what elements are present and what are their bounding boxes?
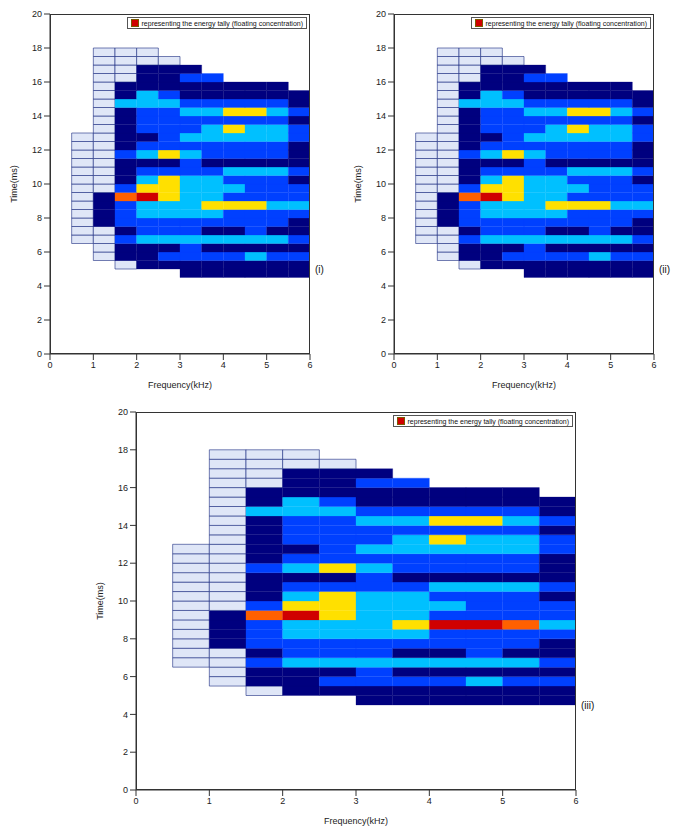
svg-text:4: 4 <box>565 360 570 370</box>
svg-text:16: 16 <box>376 77 386 87</box>
svg-text:0: 0 <box>123 785 128 795</box>
svg-text:1: 1 <box>207 796 212 806</box>
svg-text:0: 0 <box>37 349 42 359</box>
svg-text:12: 12 <box>118 558 128 568</box>
svg-text:6: 6 <box>37 247 42 257</box>
svg-text:Frequency(kHz): Frequency(kHz) <box>148 380 212 390</box>
svg-text:3: 3 <box>353 796 358 806</box>
svg-text:10: 10 <box>118 596 128 606</box>
svg-text:0: 0 <box>47 360 52 370</box>
html-text:representing the energy tally: representing the energy tally (floating … <box>141 19 303 27</box>
svg-text:6: 6 <box>651 360 656 370</box>
svg-text:Frequency(kHz): Frequency(kHz) <box>492 380 556 390</box>
html-text:(i): (i) <box>315 264 324 275</box>
svg-text:Frequency(kHz): Frequency(kHz) <box>324 816 388 826</box>
html-text:(iii): (iii) <box>581 700 595 711</box>
svg-text:2: 2 <box>280 796 285 806</box>
svg-text:0: 0 <box>381 349 386 359</box>
svg-text:18: 18 <box>32 43 42 53</box>
svg-text:18: 18 <box>376 43 386 53</box>
svg-text:1: 1 <box>91 360 96 370</box>
svg-text:2: 2 <box>478 360 483 370</box>
svg-text:16: 16 <box>118 483 128 493</box>
svg-text:10: 10 <box>376 179 386 189</box>
svg-text:2: 2 <box>381 315 386 325</box>
svg-text:6: 6 <box>307 360 312 370</box>
svg-text:2: 2 <box>123 747 128 757</box>
svg-text:Time(ms): Time(ms) <box>95 582 105 620</box>
svg-text:4: 4 <box>123 710 128 720</box>
svg-text:16: 16 <box>32 77 42 87</box>
svg-text:4: 4 <box>221 360 226 370</box>
svg-text:Time(ms): Time(ms) <box>353 165 363 203</box>
svg-text:2: 2 <box>37 315 42 325</box>
svg-text:5: 5 <box>608 360 613 370</box>
svg-text:8: 8 <box>381 213 386 223</box>
svg-text:10: 10 <box>32 179 42 189</box>
svg-text:4: 4 <box>37 281 42 291</box>
svg-text:20: 20 <box>118 407 128 417</box>
svg-text:1: 1 <box>435 360 440 370</box>
svg-text:6: 6 <box>123 672 128 682</box>
svg-text:14: 14 <box>376 111 386 121</box>
svg-text:20: 20 <box>376 9 386 19</box>
svg-text:6: 6 <box>381 247 386 257</box>
svg-text:18: 18 <box>118 445 128 455</box>
html-text:(ii): (ii) <box>659 264 671 275</box>
svg-text:0: 0 <box>391 360 396 370</box>
svg-text:6: 6 <box>573 796 578 806</box>
svg-text:14: 14 <box>32 111 42 121</box>
html-text:representing the energy tally: representing the energy tally (floating … <box>407 417 569 425</box>
svg-text:12: 12 <box>376 145 386 155</box>
svg-text:0: 0 <box>133 796 138 806</box>
svg-text:5: 5 <box>264 360 269 370</box>
svg-text:14: 14 <box>118 521 128 531</box>
svg-text:Time(ms): Time(ms) <box>9 165 19 203</box>
svg-text:3: 3 <box>521 360 526 370</box>
svg-text:8: 8 <box>123 634 128 644</box>
svg-text:8: 8 <box>37 213 42 223</box>
svg-text:5: 5 <box>500 796 505 806</box>
svg-text:20: 20 <box>32 9 42 19</box>
svg-text:3: 3 <box>177 360 182 370</box>
svg-text:12: 12 <box>32 145 42 155</box>
svg-text:4: 4 <box>427 796 432 806</box>
html-text:representing the energy tally: representing the energy tally (floating … <box>485 19 647 27</box>
svg-text:4: 4 <box>381 281 386 291</box>
svg-text:2: 2 <box>134 360 139 370</box>
